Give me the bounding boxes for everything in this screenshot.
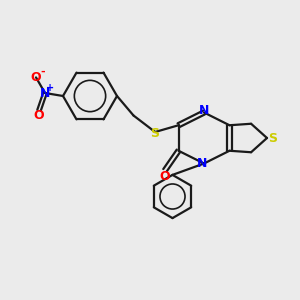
Text: N: N: [199, 104, 209, 118]
Text: -: -: [40, 67, 45, 77]
Text: S: S: [151, 127, 160, 140]
Text: S: S: [268, 131, 277, 145]
Text: N: N: [197, 157, 208, 170]
Text: N: N: [40, 86, 50, 100]
Text: +: +: [46, 82, 55, 93]
Text: O: O: [159, 170, 170, 183]
Text: O: O: [34, 109, 44, 122]
Text: O: O: [31, 71, 41, 84]
